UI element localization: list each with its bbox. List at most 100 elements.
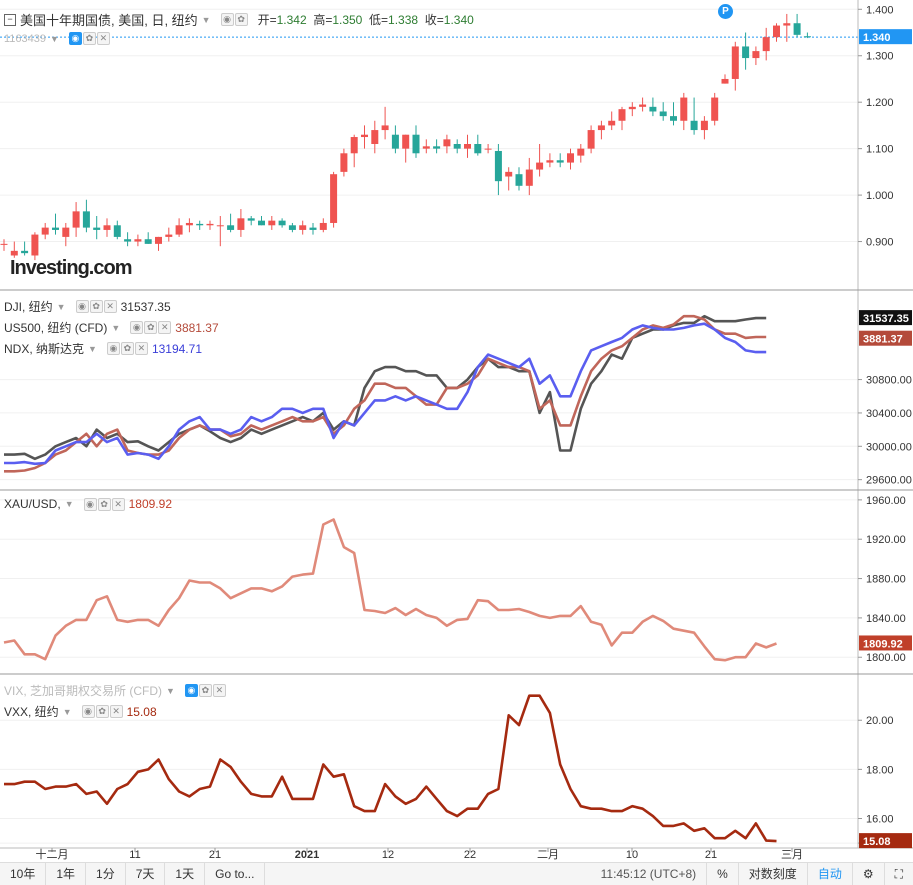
candle-body	[484, 148, 492, 150]
gear-icon[interactable]: ✿	[97, 497, 111, 511]
candle-body	[721, 78, 729, 84]
close-icon[interactable]: ✕	[111, 497, 125, 511]
eye-icon[interactable]: ◉	[81, 705, 95, 718]
eye-icon[interactable]: ◉	[106, 342, 120, 355]
range-1m-button[interactable]: 1分	[86, 863, 126, 885]
close-icon[interactable]: ✕	[212, 684, 226, 697]
gear-icon[interactable]: ✿	[198, 684, 212, 697]
candle-body	[649, 106, 657, 112]
candle-body	[659, 111, 667, 117]
candle-body	[474, 144, 482, 154]
candle-body	[494, 150, 502, 182]
chevron-down-icon[interactable]: ▼	[50, 33, 59, 44]
x-tick-label: 三月	[781, 849, 803, 861]
range-10y-button[interactable]: 10年	[0, 863, 47, 885]
gear-icon[interactable]: ✿	[95, 705, 109, 718]
goto-button[interactable]: Go to...	[205, 863, 266, 885]
close-icon[interactable]: ✕	[109, 705, 123, 718]
candle-body	[237, 218, 245, 230]
vxx-label[interactable]: VXX, 纽约	[4, 705, 59, 719]
y-tick-label: 1.000	[866, 190, 894, 202]
candle-body	[134, 239, 142, 242]
eye-icon[interactable]: ◉	[184, 684, 198, 697]
candle-body	[402, 134, 410, 149]
y-tick-label: 1800.00	[866, 652, 906, 664]
candle-body	[556, 160, 564, 163]
gear-icon[interactable]: ✿	[89, 300, 103, 313]
clock-readout: 11:45:12 (UTC+8)	[600, 867, 697, 881]
treasury-candles[interactable]	[0, 13, 811, 261]
x-tick-label: 12	[382, 849, 394, 861]
x-tick-label: 22	[464, 849, 476, 861]
chevron-down-icon[interactable]: ▼	[201, 14, 211, 25]
chevron-down-icon[interactable]: ▼	[64, 499, 74, 509]
indicator-lines[interactable]	[3, 314, 777, 843]
gear-icon[interactable]: ✿	[144, 321, 158, 334]
candle-body	[52, 227, 59, 230]
close-icon[interactable]: ✕	[158, 321, 172, 334]
sub-id[interactable]: 1163439	[4, 32, 47, 45]
candle-body	[505, 171, 513, 177]
eye-icon[interactable]: ◉	[68, 32, 82, 45]
candle-body	[793, 23, 801, 35]
vxx-tag-bg	[859, 833, 912, 849]
low-value: 1.338	[388, 13, 419, 27]
candle-body	[783, 23, 791, 26]
main-title[interactable]: 美国十年期国债, 美国, 日, 纽约	[20, 13, 198, 28]
chevron-down-icon[interactable]: ▼	[166, 685, 175, 696]
candle-body	[175, 225, 183, 235]
price-axis[interactable]: 1.400 1.300 1.200 1.100 1.000 0.900 1.340 30800…	[858, 4, 912, 850]
candle-body	[700, 120, 708, 131]
chevron-down-icon[interactable]: ▼	[62, 706, 72, 717]
eye-icon[interactable]: ◉	[75, 300, 89, 313]
close-icon[interactable]: ✕	[134, 342, 148, 355]
bottom-toolbar: 10年 1年 1分 7天 1天 Go to... 11:45:12 (UTC+8…	[0, 862, 913, 885]
range-1y-button[interactable]: 1年	[46, 863, 87, 885]
y-tick-label: 20.00	[866, 715, 894, 727]
dji-tag-bg	[859, 310, 912, 326]
gear-icon[interactable]: ✿	[234, 13, 248, 26]
chevron-down-icon[interactable]: ▼	[88, 343, 97, 354]
y-tick-label: 1840.00	[866, 613, 906, 625]
xau-label[interactable]: XAU/USD,	[4, 497, 61, 511]
candle-body	[227, 225, 235, 230]
close-icon[interactable]: ✕	[96, 32, 110, 45]
candle-body	[113, 225, 121, 237]
spx-label[interactable]: US500, 纽约 (CFD)	[4, 321, 108, 335]
chevron-down-icon[interactable]: ▼	[111, 322, 121, 333]
ndx-label[interactable]: NDX, 纳斯达克	[4, 342, 85, 356]
candle-body	[72, 211, 80, 228]
collapse-icon[interactable]: −	[4, 13, 16, 26]
auto-scale-button[interactable]: 自动	[806, 863, 852, 885]
log-scale-button[interactable]: 对数刻度	[737, 863, 807, 885]
x-tick-label: 十二月	[36, 847, 69, 861]
event-marker[interactable]: P	[718, 4, 733, 19]
gear-icon[interactable]: ✿	[120, 342, 134, 355]
gear-icon[interactable]: ⚙	[851, 863, 884, 885]
vxx-value: 15.08	[126, 704, 157, 719]
time-axis[interactable]: 十二月 11 21 2021 12 22 二月 10 21 三月	[36, 847, 804, 861]
range-1d-button[interactable]: 1天	[165, 863, 206, 885]
eye-icon[interactable]: ◉	[130, 321, 144, 334]
dji-label[interactable]: DJI, 纽约	[4, 300, 53, 314]
xau-value: 1809.92	[128, 497, 172, 511]
vix-label[interactable]: VIX, 芝加哥期权交易所 (CFD)	[4, 684, 162, 698]
fullscreen-icon[interactable]: ⛶	[883, 863, 913, 885]
chevron-down-icon[interactable]: ▼	[56, 301, 66, 312]
candle-body	[752, 51, 760, 59]
percent-button[interactable]: %	[706, 863, 738, 885]
main-legend: − 美国十年期国债, 美国, 日, 纽约 ▼ ◉ ✿ 开=1.342 高=1.3…	[4, 10, 474, 29]
range-7d-button[interactable]: 7天	[126, 863, 166, 885]
close-icon[interactable]: ✕	[103, 300, 117, 313]
dji-tag: 31537.35	[863, 313, 909, 325]
eye-icon[interactable]: ◉	[83, 497, 97, 511]
eye-icon[interactable]: ◉	[220, 13, 234, 26]
candle-body	[10, 250, 18, 256]
gear-icon[interactable]: ✿	[82, 32, 96, 45]
candle-body	[31, 234, 39, 256]
candle-body	[515, 174, 523, 186]
close-value: 1.340	[443, 13, 474, 27]
candle-body	[422, 146, 430, 149]
x-tick-label: 二月	[537, 849, 559, 861]
candle-body	[731, 46, 739, 79]
